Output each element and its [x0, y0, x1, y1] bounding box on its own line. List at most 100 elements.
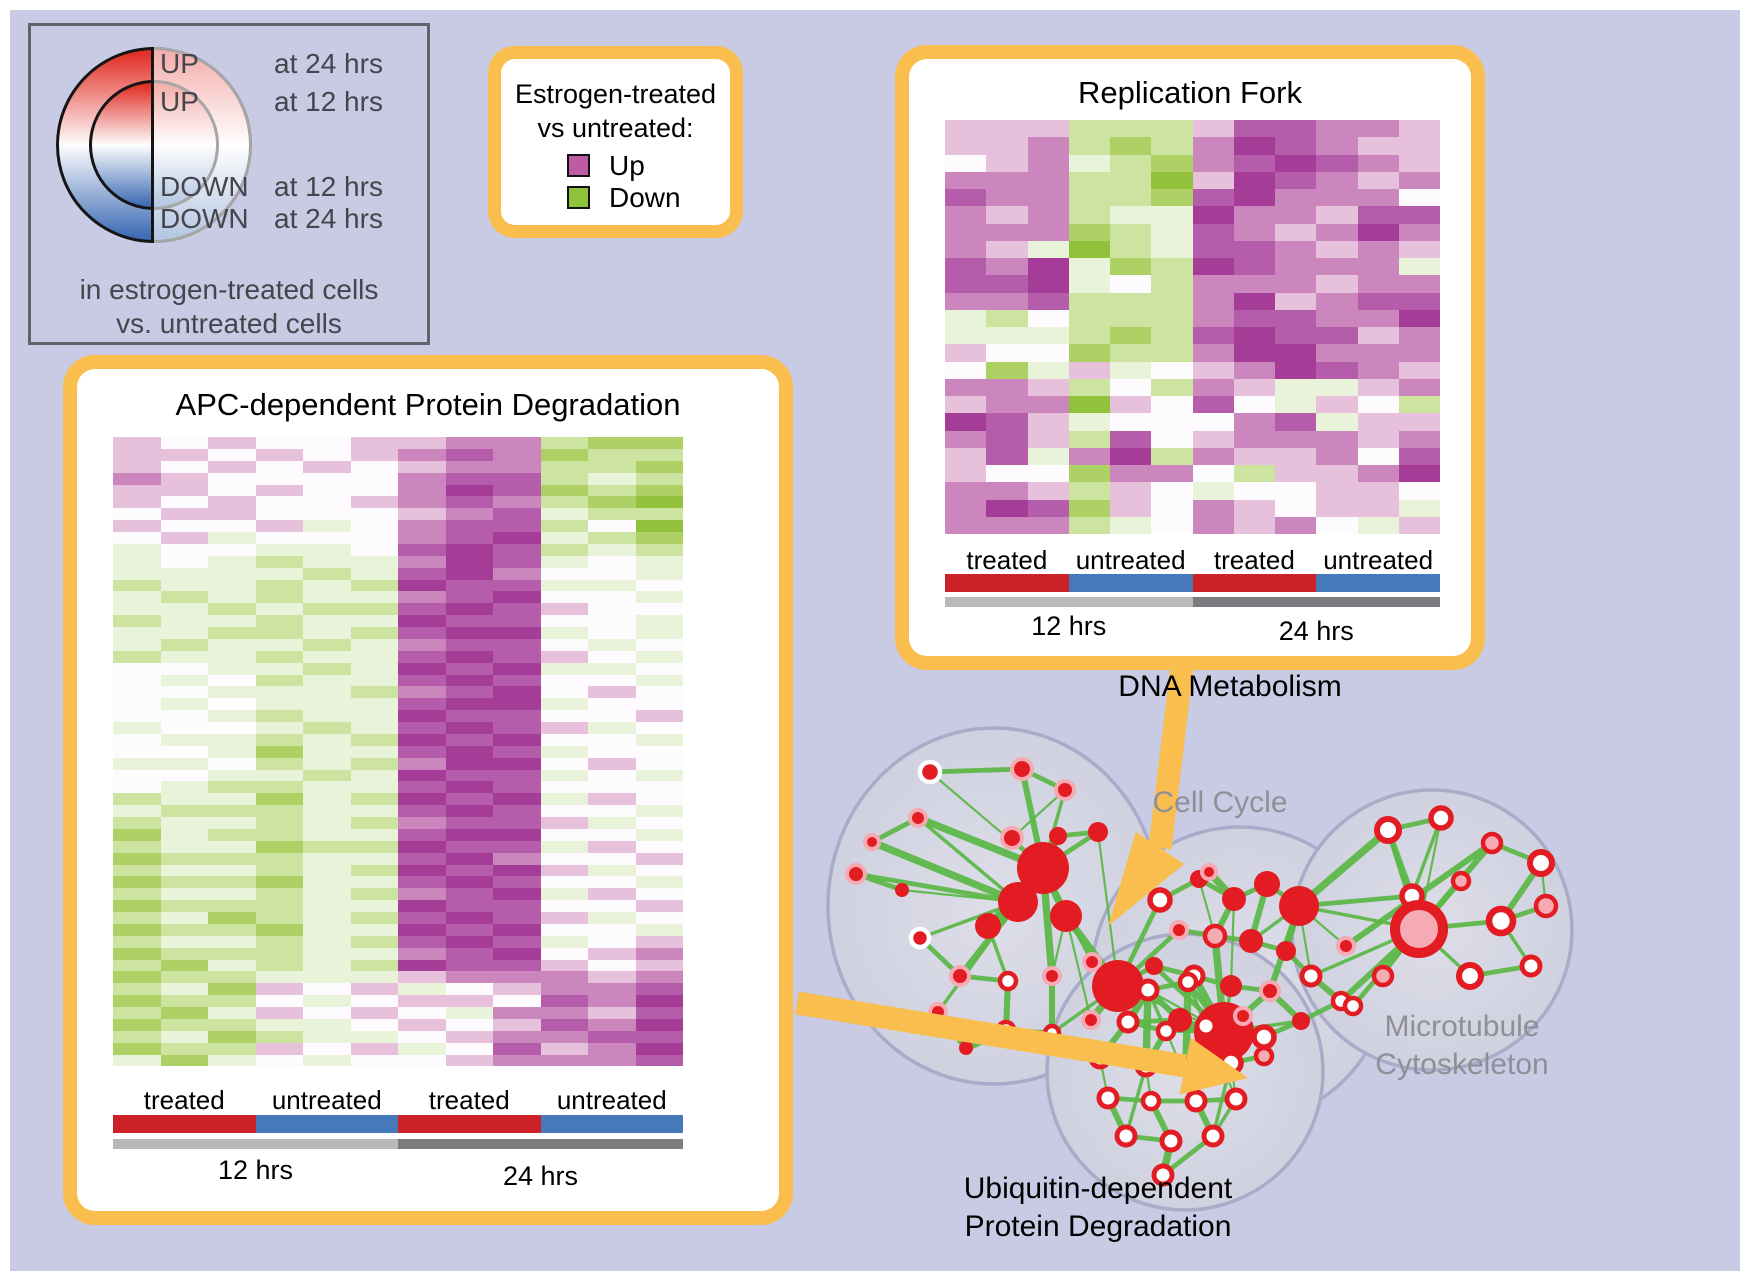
- heatmap-cell: [588, 591, 636, 604]
- heatmap-cell: [208, 1030, 256, 1043]
- heatmap-cell: [445, 1007, 493, 1019]
- heatmap-cell: [1110, 137, 1152, 155]
- heatmap-cell: [255, 888, 303, 901]
- heatmap-cell: [445, 1042, 493, 1055]
- heatmap-cell: [588, 508, 636, 521]
- heatmap-cell: [113, 603, 161, 616]
- heatmap-cell: [350, 971, 398, 984]
- heatmap-cell: [540, 805, 588, 817]
- heatmap-cell: [986, 206, 1028, 224]
- heatmap-cell: [635, 460, 683, 473]
- heatmap-cell: [1275, 137, 1317, 155]
- heatmap-cell: [303, 472, 351, 485]
- apc-untreated-bar-24: [540, 1115, 683, 1133]
- heatmap-cell: [113, 828, 161, 841]
- legend-time-24: at 24 hrs: [274, 48, 383, 79]
- heatmap-cell: [588, 1042, 636, 1055]
- heatmap-cell: [160, 852, 208, 865]
- heatmap-cell: [540, 876, 588, 889]
- heatmap-cell: [1068, 137, 1110, 155]
- heatmap-cell: [493, 662, 541, 675]
- heatmap-cell: [588, 983, 636, 996]
- heatmap-cell: [1027, 292, 1069, 310]
- replication-fork-heatmap: [945, 120, 1440, 534]
- heatmap-cell: [208, 852, 256, 865]
- rf-untreated-bar-24: [1316, 574, 1440, 592]
- heatmap-cell: [493, 508, 541, 521]
- heatmap-cell: [1192, 499, 1234, 517]
- heatmap-cell: [303, 579, 351, 592]
- heatmap-cell: [208, 437, 256, 449]
- heatmap-cell: [350, 567, 398, 580]
- heatmap-cell: [160, 437, 208, 449]
- heatmap-cell: [1151, 327, 1193, 345]
- heatmap-cell: [255, 876, 303, 889]
- heatmap-cell: [540, 496, 588, 509]
- heatmap-cell: [255, 828, 303, 841]
- heatmap-cell: [303, 650, 351, 663]
- heatmap-cell: [208, 828, 256, 841]
- heatmap-cell: [1398, 258, 1440, 276]
- heatmap-cell: [445, 627, 493, 639]
- heatmap-cell: [445, 781, 493, 794]
- heatmap-cell: [160, 959, 208, 972]
- rf-12hrs-label: 12 hrs: [1031, 611, 1107, 641]
- heatmap-cell: [303, 710, 351, 722]
- heatmap-cell: [1398, 189, 1440, 207]
- heatmap-cell: [540, 662, 588, 675]
- heatmap-cell: [398, 793, 446, 806]
- heatmap-cell: [1316, 499, 1358, 517]
- heatmap-cell: [635, 532, 683, 544]
- heatmap-cell: [945, 154, 987, 172]
- label-dna-metabolism: DNA Metabolism: [1118, 670, 1342, 703]
- heatmap-cell: [445, 698, 493, 711]
- heatmap-cell: [1357, 309, 1399, 327]
- heatmap-cell: [445, 448, 493, 461]
- heatmap-cell: [986, 223, 1028, 241]
- heatmap-cell: [255, 532, 303, 544]
- heatmap-cell: [986, 327, 1028, 345]
- heatmap-cell: [1151, 189, 1193, 207]
- heatmap-cell: [113, 579, 161, 592]
- heatmap-cell: [1275, 344, 1317, 362]
- heatmap-cell: [1357, 396, 1399, 414]
- heatmap-cell: [588, 1030, 636, 1043]
- heatmap-cell: [635, 900, 683, 912]
- heatmap-cell: [540, 817, 588, 829]
- heatmap-cell: [208, 1018, 256, 1031]
- heatmap-cell: [1316, 413, 1358, 431]
- heatmap-cell: [350, 674, 398, 687]
- heatmap-cell: [255, 615, 303, 627]
- heatmap-cell: [588, 710, 636, 722]
- apc-12hrs-label: 12 hrs: [217, 1155, 294, 1185]
- heatmap-cell: [160, 983, 208, 996]
- legend-caption-line2: vs. untreated cells: [116, 308, 342, 339]
- heatmap-cell: [1192, 378, 1234, 396]
- heatmap-cell: [160, 591, 208, 604]
- heatmap-cell: [1151, 344, 1193, 362]
- heatmap-cell: [160, 757, 208, 770]
- heatmap-cell: [1357, 378, 1399, 396]
- heatmap-cell: [1398, 499, 1440, 517]
- heatmap-cell: [1151, 275, 1193, 293]
- heatmap-cell: [540, 650, 588, 663]
- heatmap-cell: [1110, 378, 1152, 396]
- heatmap-cell: [208, 567, 256, 580]
- heatmap-cell: [1398, 378, 1440, 396]
- heatmap-cell: [1275, 223, 1317, 241]
- heatmap-cell: [303, 532, 351, 544]
- heatmap-cell: [398, 650, 446, 663]
- heatmap-cell: [635, 1030, 683, 1043]
- heatmap-cell: [1027, 430, 1069, 448]
- heatmap-cell: [588, 1007, 636, 1019]
- heatmap-cell: [1068, 206, 1110, 224]
- heatmap-cell: [1316, 482, 1358, 500]
- heatmap-cell: [160, 1007, 208, 1019]
- heatmap-cell: [113, 1007, 161, 1019]
- heatmap-cell: [208, 472, 256, 485]
- heatmap-cell: [113, 496, 161, 509]
- heatmap-cell: [1192, 171, 1234, 189]
- heatmap-cell: [588, 662, 636, 675]
- heatmap-cell: [1316, 361, 1358, 379]
- heatmap-cell: [1192, 292, 1234, 310]
